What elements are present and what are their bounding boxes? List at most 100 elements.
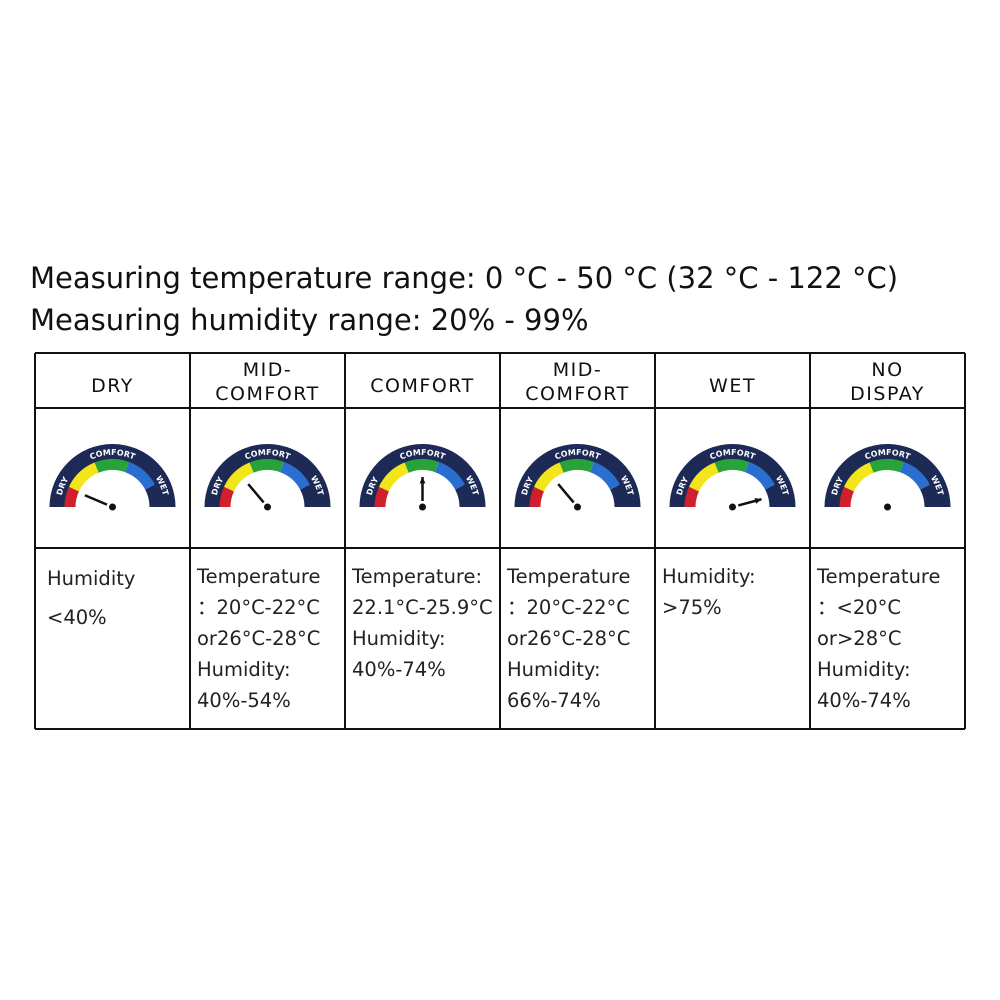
gauge-label-path: COMFORT	[708, 448, 757, 462]
gauge-segment	[714, 459, 749, 473]
column-description: Humidity:	[197, 658, 291, 681]
column-description: Humidity	[47, 567, 135, 590]
gauge-segment	[839, 486, 854, 507]
gauge-label-path: COMFORT	[398, 448, 447, 462]
table-column: COMFORTDRYCOMFORTWETTemperature:22.1°C-2…	[351, 375, 493, 681]
column-title: COMFORT	[370, 375, 474, 397]
column-description: Temperature	[506, 565, 631, 588]
column-description: 22.1°C-25.9°C	[352, 596, 493, 619]
gauge-ring	[359, 444, 486, 507]
gauge-segment	[249, 459, 284, 473]
gauge-label: COMFORT	[553, 448, 602, 462]
column-description: <40%	[47, 606, 107, 629]
gauge-ring	[669, 444, 796, 507]
gauge-segment	[684, 486, 699, 507]
header-line: Measuring humidity range: 20% - 99%	[30, 303, 589, 337]
gauge-segment	[280, 461, 310, 490]
gauge-segment	[223, 462, 254, 492]
gauge-segment	[435, 461, 465, 490]
column-title: MID-	[553, 359, 602, 381]
gauge-segment	[559, 459, 594, 473]
needle-head	[754, 498, 762, 504]
gauge-segment	[300, 484, 316, 507]
gauge-segment	[404, 459, 439, 473]
column-description: or26°C-28°C	[507, 627, 630, 650]
gauge-segment	[590, 461, 620, 490]
gauge-label-path: COMFORT	[243, 448, 292, 462]
column-description: Temperature:	[351, 565, 482, 588]
column-description: ：20°C-22°C	[197, 596, 320, 619]
gauge-segment	[869, 459, 904, 473]
column-title: DRY	[91, 375, 134, 397]
column-description: Humidity:	[817, 658, 911, 681]
gauge-segment	[745, 461, 775, 490]
column-description: or26°C-28°C	[197, 627, 320, 650]
gauge-segment	[900, 461, 930, 490]
gauge-label: COMFORT	[863, 448, 912, 462]
gauge-segment	[378, 462, 409, 492]
gauge-label: COMFORT	[88, 448, 137, 462]
gauge-segment	[610, 484, 626, 507]
gauge-segment	[374, 486, 389, 507]
gauge-segment	[68, 462, 99, 492]
column-description: 40%-74%	[352, 658, 446, 681]
gauge-segment	[145, 484, 161, 507]
gauge-segment	[765, 484, 781, 507]
gauge-ring	[824, 444, 951, 507]
needle-head	[419, 477, 426, 484]
gauge-needle	[247, 483, 265, 504]
gauge-segment	[125, 461, 155, 490]
gauge-label: COMFORT	[243, 448, 292, 462]
column-description: Temperature	[196, 565, 321, 588]
table-column: MID-COMFORTDRYCOMFORTWETTemperature：20°C…	[196, 359, 331, 712]
column-title: MID-	[243, 359, 292, 381]
column-description: Temperature	[816, 565, 941, 588]
gauge-pivot	[264, 503, 271, 511]
gauge-segment	[533, 462, 564, 492]
column-description: ：<20°C	[817, 596, 901, 619]
column-description: ：20°C-22°C	[507, 596, 630, 619]
gauge-label-path: COMFORT	[553, 448, 602, 462]
gauge-segment	[920, 484, 936, 507]
gauge-label-path: COMFORT	[863, 448, 912, 462]
column-description: 66%-74%	[507, 689, 601, 712]
column-title: COMFORT	[215, 383, 319, 405]
gauge-pivot	[419, 503, 426, 511]
gauge-pivot	[884, 503, 891, 511]
gauge-pivot	[574, 503, 581, 511]
gauge-label: COMFORT	[398, 448, 447, 462]
gauge-label-path: COMFORT	[88, 448, 137, 462]
gauge-pivot	[729, 503, 736, 511]
gauge-segment	[688, 462, 719, 492]
gauge-label: COMFORT	[708, 448, 757, 462]
column-title: NO	[871, 359, 903, 381]
gauge-segment	[843, 462, 874, 492]
column-description: Humidity:	[662, 565, 756, 588]
gauge-ring	[49, 444, 176, 507]
gauge-segment	[455, 484, 471, 507]
gauge-segment	[64, 486, 79, 507]
column-title: DISPAY	[850, 383, 925, 405]
column-title: COMFORT	[525, 383, 629, 405]
column-description: 40%-74%	[817, 689, 911, 712]
gauge-needle	[557, 483, 575, 504]
header-line: Measuring temperature range: 0 °C - 50 °…	[30, 261, 898, 295]
gauge-ring	[204, 444, 331, 507]
column-description: or>28°C	[817, 627, 901, 650]
table-column: MID-COMFORTDRYCOMFORTWETTemperature：20°C…	[506, 359, 641, 712]
gauge-ring	[514, 444, 641, 507]
gauge-segment	[94, 459, 129, 473]
column-title: WET	[709, 375, 756, 397]
gauge-needle	[84, 494, 108, 506]
gauge-pivot	[109, 503, 116, 511]
column-description: Humidity:	[507, 658, 601, 681]
column-description: Humidity:	[352, 627, 446, 650]
